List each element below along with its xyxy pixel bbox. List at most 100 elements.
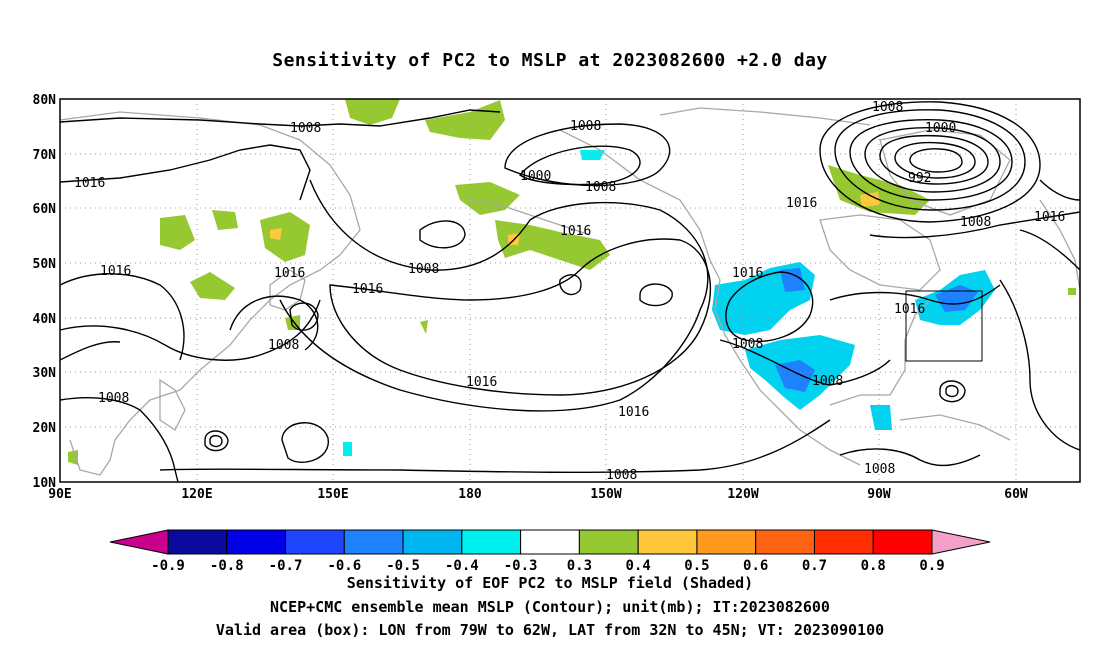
shade-negative [780,268,805,292]
caption-line-2: NCEP+CMC ensemble mean MSLP (Contour); u… [270,598,830,616]
shade-positive [212,210,238,230]
isobar [725,271,814,342]
lat-label: 70N [33,148,57,163]
isobar [229,295,319,351]
isobar [1039,179,1081,201]
coastline-europe [1039,199,1081,291]
isobar [719,339,891,386]
contour-label: 1008 [864,462,895,477]
contour-label: 1008 [872,100,903,115]
lon-label: 120W [727,487,758,502]
isobar [999,279,1081,451]
colorbar-right-arrow [931,529,991,555]
contour-label: 1016 [894,302,925,317]
shade-positive [420,320,428,334]
lon-label: 150W [590,487,621,502]
mslp-contours [59,101,1081,483]
lon-label: 120E [181,487,212,502]
isobar [59,109,501,127]
map-panel: 1008 1008 1008 1000 992 1016 1000 1008 1… [59,98,1081,483]
contour-label: 1016 [560,224,591,239]
shade-negative [580,150,605,160]
isobar [209,434,223,448]
contour-label: 1008 [732,337,763,352]
colorbar-tick-label: -0.7 [269,558,303,574]
colorbar-segment [755,529,815,555]
isobar [329,238,712,396]
shade-positive [270,228,282,240]
isobar [819,101,1041,223]
coastline-arctic [659,107,871,126]
colorbar-tick-label: 0.4 [626,558,651,574]
contour-label: 1016 [74,176,105,191]
shade-positive [860,192,880,207]
isobar [839,448,981,467]
contour-label: 1008 [960,215,991,230]
isobar [419,220,466,249]
isobar [59,299,321,361]
lon-label: 90E [48,487,71,502]
shade-positive [260,212,310,262]
isobar [894,141,976,179]
colorbar-segment [872,529,933,555]
contour-label: 1008 [98,391,129,406]
isobar [289,302,319,331]
isobar [59,396,179,483]
contour-label: 1016 [786,196,817,211]
isobar [204,430,229,452]
coastline-greenland [879,129,1011,216]
isobar [945,384,959,398]
colorbar-segment [637,529,698,555]
isobar [639,283,673,307]
contour-label: 1008 [812,374,843,389]
isobar [939,380,966,403]
caption-line-1: Sensitivity of EOF PC2 to MSLP field (Sh… [346,574,754,592]
contour-labels: 1008 1008 1008 1000 992 1016 1000 1008 1… [74,100,1065,483]
isobar [869,211,1081,239]
contour-label: 1016 [352,282,383,297]
contour-label: 1016 [1034,210,1065,225]
colorbar-tick-label: -0.9 [151,558,185,574]
lon-label: 60W [1004,487,1028,502]
shade-positive [495,220,610,270]
colorbar-segment [343,529,404,555]
isobar [834,109,1026,211]
coastline-alaska [559,129,721,281]
lat-label: 30N [33,366,57,381]
colorbar-segment [285,529,345,555]
isobar [518,145,641,186]
colorbar-segment [226,529,287,555]
shade-positive [1068,288,1076,295]
colorbar-left-arrow [109,529,169,555]
colorbar-segment [167,529,228,555]
colorbar-tick-label: 0.9 [919,558,944,574]
isobar [281,422,329,463]
colorbar-tick-label: -0.6 [327,558,361,574]
contour-label: 1016 [618,405,649,420]
colorbar-tick-label: -0.3 [504,558,538,574]
coastline-na-west [714,279,861,466]
coastline-gulf [829,299,931,406]
valid-area-box [905,290,983,362]
colorbar-tick-label: 0.3 [567,558,592,574]
contour-label: 1008 [290,121,321,136]
isobar [1019,229,1081,271]
lat-label: 80N [33,93,57,108]
lat-label: 40N [33,312,57,327]
map-frame [59,98,1081,483]
contour-label: 1008 [585,180,616,195]
coastline-islands [159,378,186,431]
isobar [879,134,989,185]
coastlines [59,107,1081,476]
lon-axis: 90E 120E 150E 180 150W 120W 90W 60W [48,487,1028,502]
isobar [159,419,831,474]
isobar [559,274,582,296]
colorbar-tick-label: 0.5 [684,558,709,574]
shade-negative [343,442,352,456]
contour-label: 992 [908,171,931,186]
colorbar-tick-label: 0.7 [802,558,827,574]
contour-label: 1016 [732,266,763,281]
lon-label: 150E [317,487,348,502]
colorbar-segment [461,529,522,555]
colorbar-segment [578,529,639,555]
